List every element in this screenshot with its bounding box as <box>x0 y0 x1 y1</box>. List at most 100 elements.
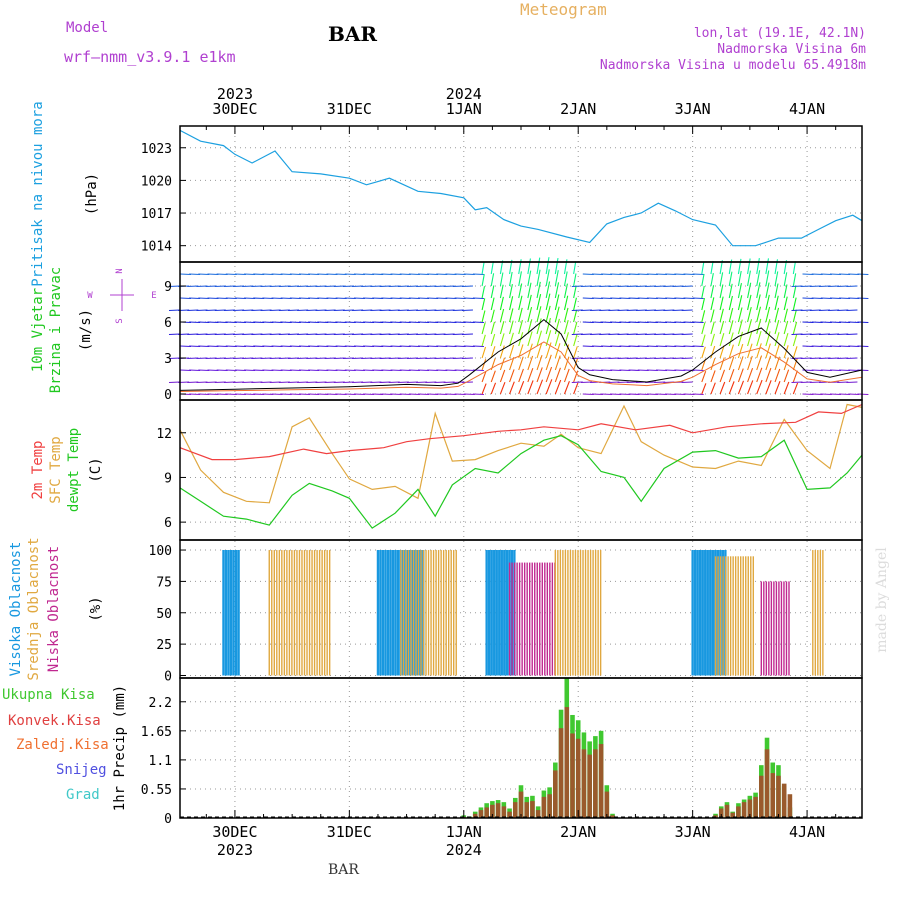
top-axis-day: 1JAN <box>446 100 482 118</box>
panel-frames <box>179 125 863 819</box>
ytick-label-c: 50 <box>156 607 172 622</box>
bottom-axis-day: 31DEC <box>327 823 372 841</box>
precip-conv-bar <box>564 707 570 818</box>
wind-arrow <box>774 332 780 347</box>
wind-arrow <box>719 345 725 359</box>
footer-station: BAR <box>328 862 359 878</box>
wind-arrow <box>481 346 487 359</box>
data-layer <box>168 129 869 818</box>
wind-arrow <box>509 357 515 371</box>
wind-arrow <box>765 367 772 383</box>
wind-arrow <box>756 330 762 347</box>
wind-arrow <box>554 367 561 383</box>
precip-conv-bar <box>581 749 587 818</box>
wind-arrow <box>765 270 770 287</box>
ytick-label-r: 1.1 <box>149 754 172 769</box>
model-label: Model <box>66 20 109 36</box>
wind-arrow <box>536 354 543 371</box>
grid-lines <box>180 126 862 819</box>
wind-arrow <box>719 308 724 323</box>
wind-arrow <box>490 321 496 335</box>
wind-arrow <box>765 343 771 359</box>
wind-arrow <box>719 296 724 311</box>
wind-arrow <box>783 272 788 287</box>
wind-arrow <box>692 297 704 300</box>
wind-arrow <box>490 346 496 359</box>
wind-arrow <box>527 319 533 335</box>
compass-w: W <box>87 291 93 301</box>
wind-arrow <box>490 370 496 383</box>
wind-arrow <box>857 297 869 300</box>
wind-arrow <box>573 358 579 371</box>
wind-arrow <box>461 309 473 312</box>
wind-arrow <box>681 333 693 336</box>
wind-arrow <box>573 309 578 323</box>
precip-conv-bar <box>736 806 741 818</box>
ytick-label-r: 2.2 <box>149 696 172 711</box>
wind-arrow <box>747 282 752 299</box>
wind-arrow <box>792 346 798 359</box>
wind-arrow <box>509 344 515 359</box>
wind-arrow <box>701 285 705 299</box>
wind-arrow <box>563 307 569 323</box>
wind-arrow <box>527 331 533 347</box>
top-axis-year: 2023 <box>217 85 253 103</box>
wind-arrow <box>499 345 505 359</box>
wind-arrow <box>481 310 486 323</box>
wind-arrow <box>509 308 514 323</box>
t2m-line <box>179 403 863 461</box>
wind-arrow <box>857 345 869 348</box>
watermark: made by Angel <box>874 547 890 653</box>
ytick-label-w: 0 <box>164 388 172 403</box>
wind-arrow <box>737 331 744 347</box>
wind-arrow <box>545 257 550 275</box>
wind-arrow <box>774 319 780 335</box>
wind-arrow <box>499 308 505 323</box>
precip-conv-bar <box>541 796 547 818</box>
precip-conv-bar <box>501 806 507 818</box>
precip-conv-bar <box>495 803 501 818</box>
wind-arrow <box>554 294 560 311</box>
wind-arrow <box>747 319 753 335</box>
wind-arrow <box>756 282 761 299</box>
wind-arrow <box>747 306 752 323</box>
wind-arrow <box>563 368 570 383</box>
precip-conv-bar <box>530 801 535 818</box>
wind-arrow <box>499 381 506 395</box>
wind-arrow <box>774 283 779 299</box>
wind-arrow <box>518 307 523 323</box>
wind-arrow <box>765 319 771 335</box>
precip-total-label: Ukupna Kisa <box>2 687 95 703</box>
precip-conv-bar <box>741 802 747 818</box>
wind-arrow <box>701 346 706 359</box>
panel-frame-t <box>179 399 863 541</box>
wind-arrow <box>527 306 533 323</box>
wind-arrow <box>728 320 734 335</box>
precip-conv-bar <box>570 733 575 818</box>
wind-arrow <box>719 369 726 383</box>
wind-arrow <box>710 297 715 311</box>
dewpt-line <box>179 435 863 529</box>
wind-arrow <box>747 331 753 347</box>
wind-arrow <box>701 334 706 347</box>
wind-arrow <box>536 269 541 287</box>
wind-arrow <box>756 258 760 275</box>
wind-arrow <box>756 294 761 311</box>
precip-conv-bar <box>718 808 724 818</box>
station-title: BAR <box>328 22 378 46</box>
wind-arrow <box>701 261 705 275</box>
precip-conv-bar <box>547 794 552 818</box>
wind-arrow <box>756 318 762 335</box>
wind-arrow <box>509 271 513 287</box>
ytick-label-t: 12 <box>156 427 172 442</box>
wind-arrow <box>737 343 744 359</box>
ytick-label-r: 0 <box>164 812 172 827</box>
wind-arrow <box>554 270 559 287</box>
wind-arrow <box>481 322 486 335</box>
wind-arrow <box>765 380 772 395</box>
wind-arrow <box>536 342 543 359</box>
wind-arrow <box>765 355 772 371</box>
wind-arrow <box>481 274 485 287</box>
wind-arrow <box>573 297 577 311</box>
wind-arrow <box>719 320 725 335</box>
